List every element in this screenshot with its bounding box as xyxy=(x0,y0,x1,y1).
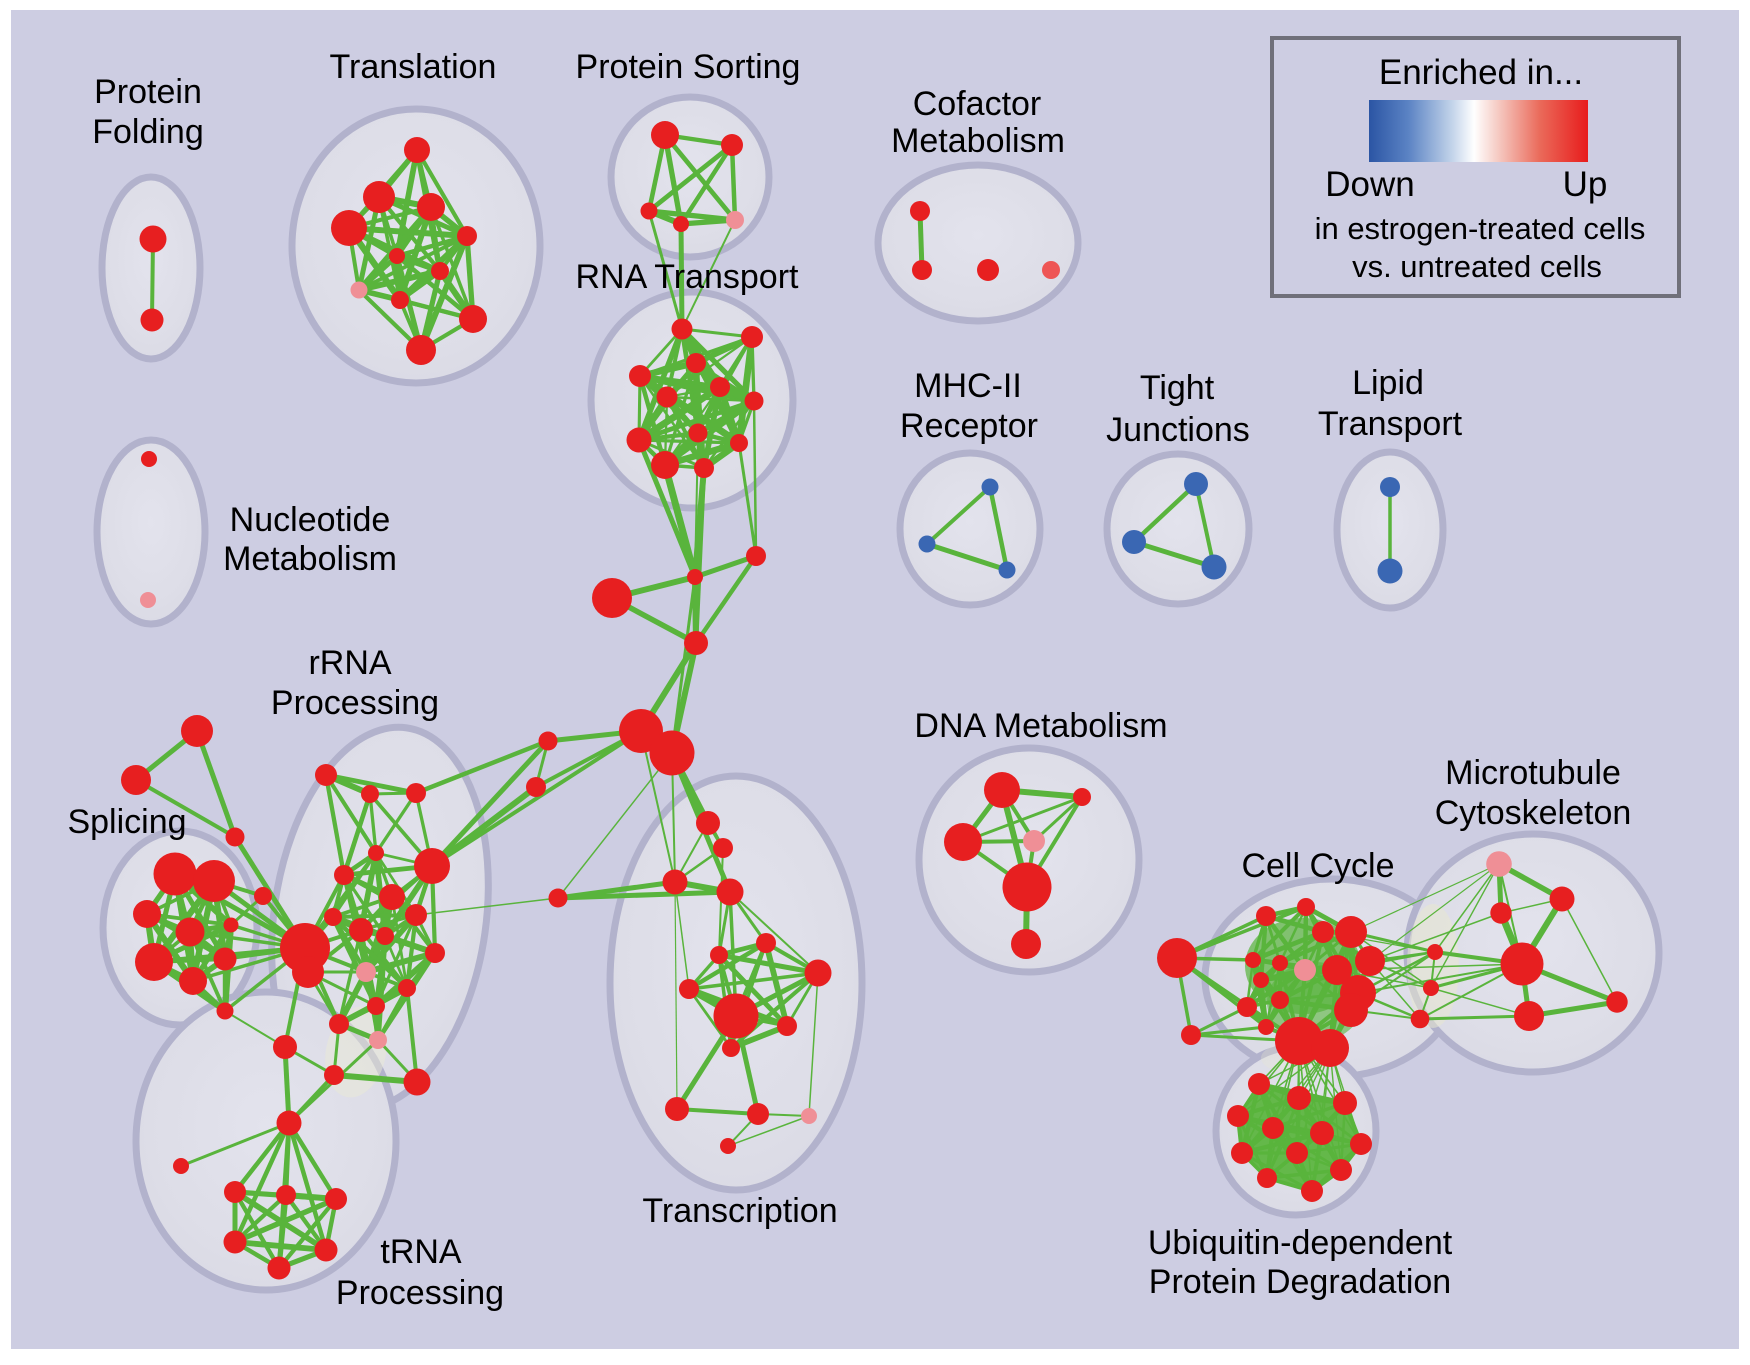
svg-text:Processing: Processing xyxy=(336,1274,504,1312)
svg-text:Splicing: Splicing xyxy=(67,803,186,841)
svg-text:Metabolism: Metabolism xyxy=(223,540,397,578)
svg-text:Transport: Transport xyxy=(1318,405,1463,443)
svg-text:MHC-II: MHC-II xyxy=(914,367,1022,405)
svg-text:Up: Up xyxy=(1563,165,1608,204)
svg-text:vs. untreated cells: vs. untreated cells xyxy=(1352,249,1602,284)
svg-text:Protein Degradation: Protein Degradation xyxy=(1149,1263,1451,1301)
svg-text:Microtubule: Microtubule xyxy=(1445,754,1621,792)
svg-text:tRNA: tRNA xyxy=(380,1233,462,1271)
svg-text:Protein Sorting: Protein Sorting xyxy=(576,48,801,86)
svg-text:in estrogen-treated cells: in estrogen-treated cells xyxy=(1315,211,1646,246)
svg-text:Down: Down xyxy=(1325,165,1414,204)
svg-text:Enriched in...: Enriched in... xyxy=(1379,53,1583,92)
svg-text:Ubiquitin-dependent: Ubiquitin-dependent xyxy=(1148,1224,1453,1262)
svg-text:RNA Transport: RNA Transport xyxy=(576,258,800,296)
svg-text:Junctions: Junctions xyxy=(1106,411,1250,449)
svg-text:Folding: Folding xyxy=(92,113,204,151)
svg-text:Processing: Processing xyxy=(271,684,439,722)
svg-text:Tight: Tight xyxy=(1140,369,1215,407)
svg-text:Cytoskeleton: Cytoskeleton xyxy=(1435,794,1632,832)
svg-text:Cofactor: Cofactor xyxy=(913,85,1042,123)
svg-text:rRNA: rRNA xyxy=(308,644,391,682)
svg-text:Receptor: Receptor xyxy=(900,407,1038,445)
svg-text:Metabolism: Metabolism xyxy=(891,122,1065,160)
svg-text:Transcription: Transcription xyxy=(642,1192,837,1230)
svg-text:Cell Cycle: Cell Cycle xyxy=(1241,847,1394,885)
svg-text:DNA Metabolism: DNA Metabolism xyxy=(914,707,1167,745)
svg-text:Protein: Protein xyxy=(94,73,202,111)
svg-text:Translation: Translation xyxy=(330,48,497,86)
svg-text:Lipid: Lipid xyxy=(1352,364,1424,402)
svg-text:Nucleotide: Nucleotide xyxy=(230,501,391,539)
